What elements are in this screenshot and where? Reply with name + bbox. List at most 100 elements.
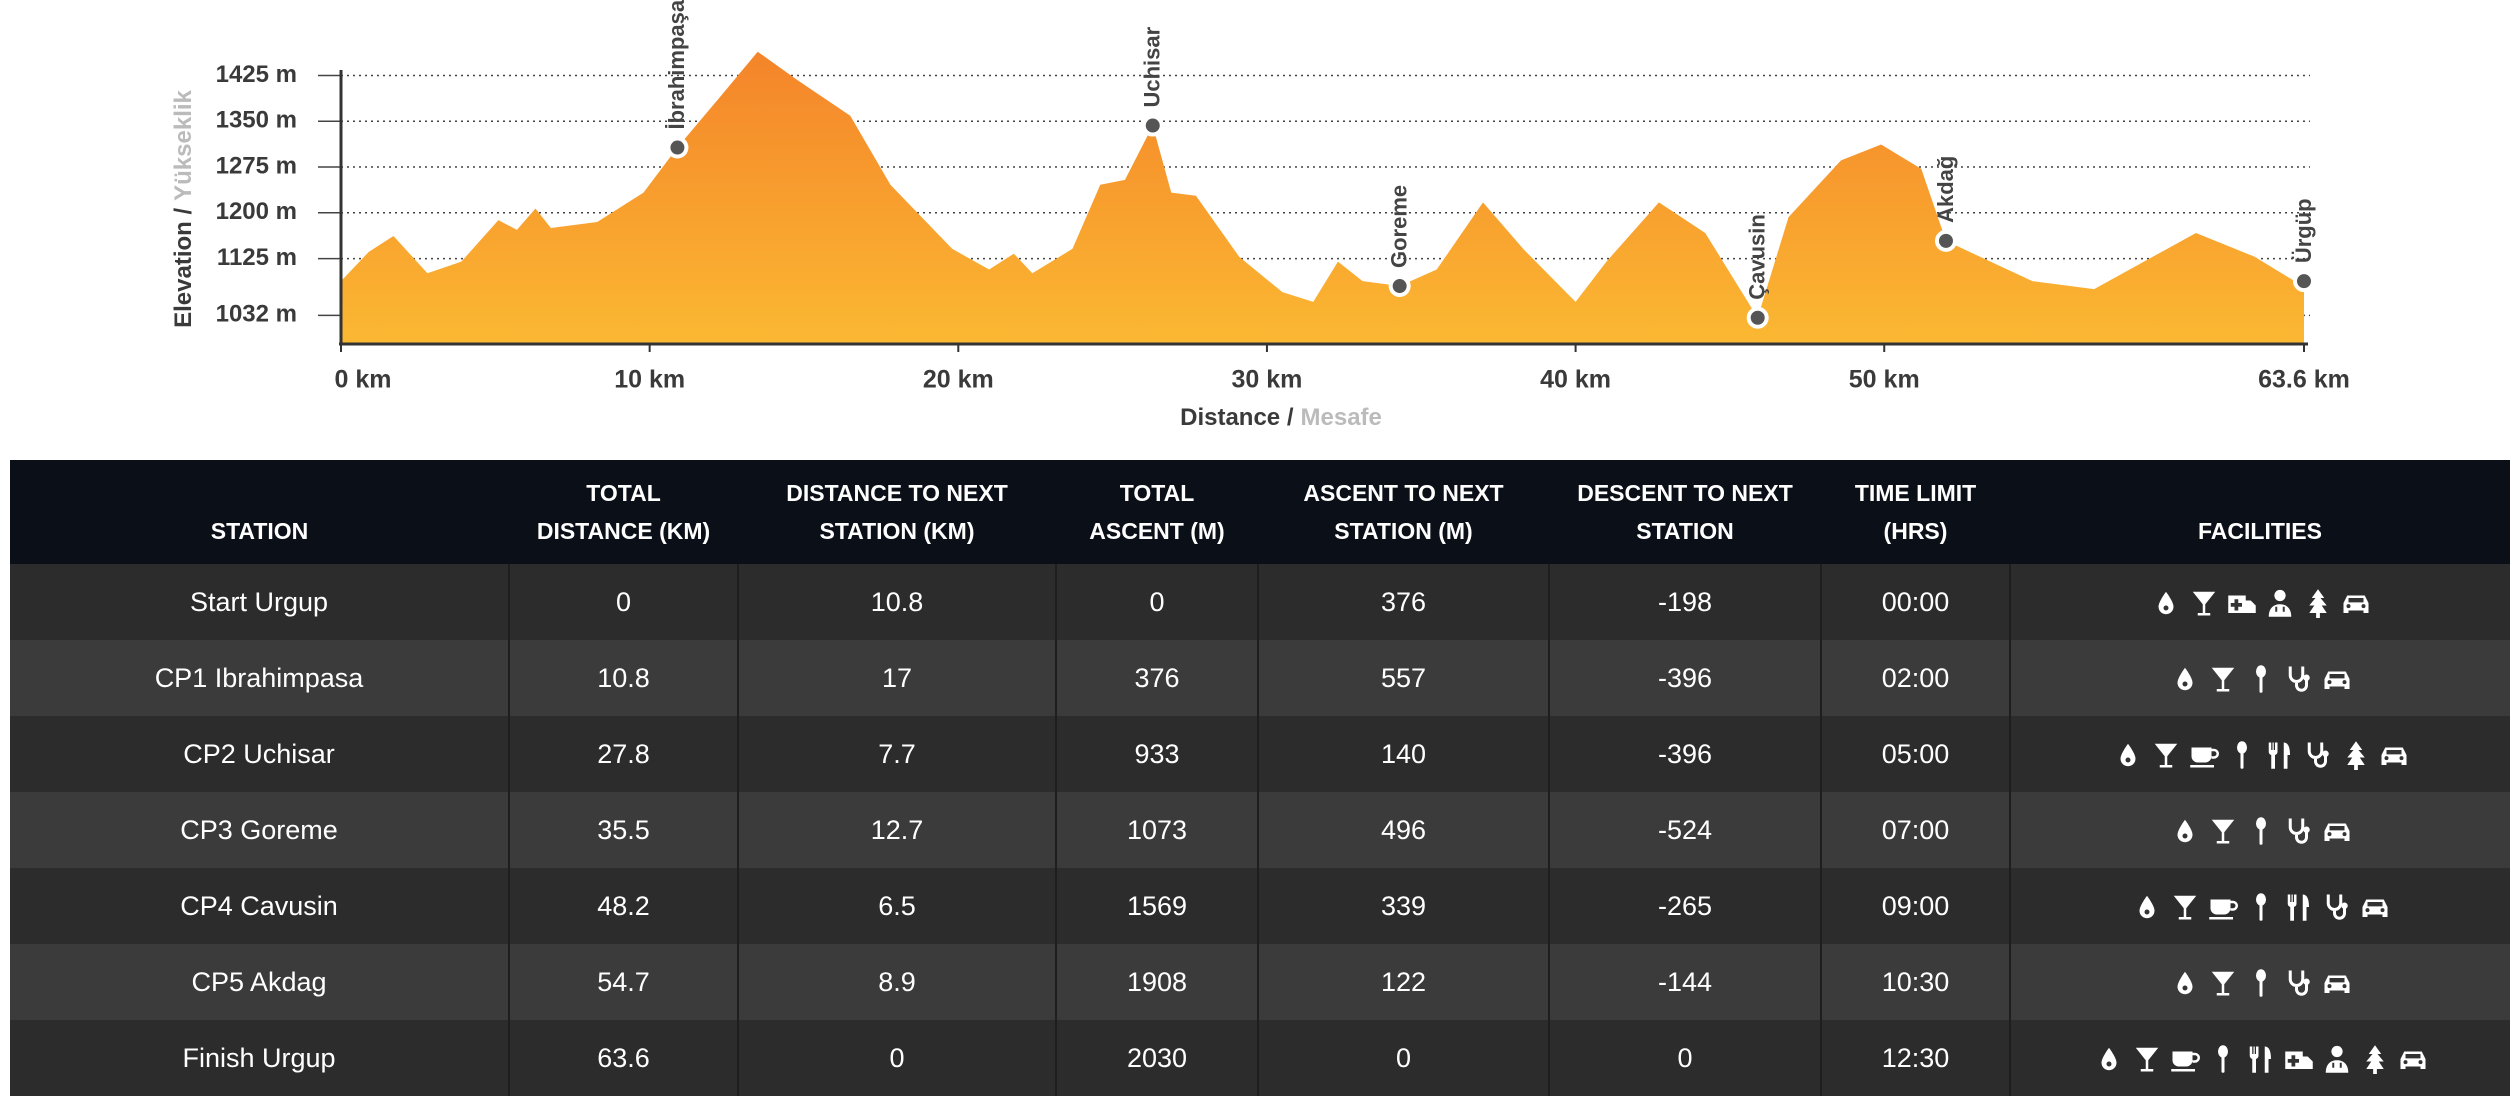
facility-icon [2170, 1044, 2200, 1074]
cell: -524 [1549, 792, 1822, 868]
cell: 10.8 [509, 640, 739, 716]
cell: 10:30 [1821, 944, 2011, 1020]
facility-icon [2170, 664, 2200, 694]
facility-icon [2189, 740, 2219, 770]
station-marker [666, 136, 689, 159]
facilities [2010, 640, 2510, 716]
facilities [2010, 944, 2510, 1020]
table-row: CP3 Goreme 35.5 12.7 1073 496 -524 07:00 [10, 792, 2510, 868]
x-tick-label: 0 km [335, 366, 392, 394]
cell: 0 [509, 564, 739, 640]
facility-icon [2208, 1044, 2238, 1074]
facility-icon [2284, 816, 2314, 846]
y-tick-label: 1350 m [216, 107, 297, 134]
facility-icon [2170, 968, 2200, 998]
column-header: ASCENT TO NEXT STATION (M) [1258, 460, 1549, 564]
cell: 02:00 [1821, 640, 2011, 716]
cell: -396 [1549, 716, 1822, 792]
cell: 933 [1056, 716, 1259, 792]
y-axis-title: Elevation / Yükseklik [170, 89, 197, 327]
cell: 35.5 [509, 792, 739, 868]
facility-icon [2227, 740, 2257, 770]
facilities [2010, 1020, 2510, 1096]
cell: 05:00 [1821, 716, 2011, 792]
cell: 12.7 [738, 792, 1057, 868]
facility-icon [2246, 968, 2276, 998]
station-label: Uchisar [1140, 26, 1165, 107]
station-label: Goreme [1386, 185, 1411, 268]
facility-icon [2227, 588, 2257, 618]
y-tick-label: 1125 m [217, 244, 297, 271]
facility-icon [2322, 664, 2352, 694]
facility-icon [2246, 664, 2276, 694]
facility-icon [2208, 892, 2238, 922]
table-row: CP2 Uchisar 27.8 7.7 933 140 -396 05:00 [10, 716, 2510, 792]
facility-icon [2322, 1044, 2352, 1074]
facility-icon [2170, 892, 2200, 922]
cell: 557 [1258, 640, 1550, 716]
cell: 496 [1258, 792, 1550, 868]
table-row: CP4 Cavusin 48.2 6.5 1569 339 -265 09:00 [10, 868, 2510, 944]
facility-icon [2208, 664, 2238, 694]
station-label: Akdağ [1933, 156, 1958, 223]
x-tick-label: 40 km [1540, 366, 1611, 394]
cell: 122 [1258, 944, 1550, 1020]
elevation-area [341, 51, 2304, 344]
station-marker [1934, 229, 1957, 252]
cell: 07:00 [1821, 792, 2011, 868]
station-name: Finish Urgup [10, 1020, 510, 1096]
facility-icon [2303, 740, 2333, 770]
cell: 339 [1258, 868, 1550, 944]
facility-icon [2284, 892, 2314, 922]
header-text: TOTAL ASCENT (M) [1089, 480, 1225, 544]
y-tick-label: 1275 m [216, 152, 297, 179]
header-text: STATION [210, 518, 309, 544]
facility-icon [2246, 1044, 2276, 1074]
cell: 1569 [1056, 868, 1259, 944]
header-text: DISTANCE TO NEXT STATION (KM) [786, 480, 1008, 544]
station-marker [1746, 306, 1769, 329]
facility-icon [2360, 892, 2390, 922]
column-header: DESCENT TO NEXT STATION [1549, 460, 1821, 564]
header-text: DESCENT TO NEXT STATION [1577, 480, 1793, 544]
x-tick-label: 20 km [923, 366, 994, 394]
header-text: FACILITIES [2198, 518, 2322, 544]
station-name: CP5 Akdag [10, 944, 510, 1020]
x-tick-label: 50 km [1849, 366, 1920, 394]
facility-icon [2132, 1044, 2162, 1074]
facility-icon [2265, 740, 2295, 770]
station-table: STATION TOTAL DISTANCE (KM) DISTANCE TO NE… [10, 460, 2510, 1096]
x-title-alt: Mesafe [1301, 404, 1382, 431]
y-title-alt: Yükseklik [170, 89, 197, 200]
cell: 0 [1056, 564, 1259, 640]
cell: 12:30 [1821, 1020, 2011, 1096]
cell: 0 [1549, 1020, 1822, 1096]
table-row: CP5 Akdag 54.7 8.9 1908 122 -144 10:30 [10, 944, 2510, 1020]
cell: 00:00 [1821, 564, 2011, 640]
station-name: Start Urgup [10, 564, 510, 640]
facilities [2010, 868, 2510, 944]
column-header: TOTAL DISTANCE (KM) [509, 460, 738, 564]
facility-icon [2398, 1044, 2428, 1074]
facility-icon [2284, 1044, 2314, 1074]
facility-icon [2170, 816, 2200, 846]
table-body: Start Urgup 0 10.8 0 376 -198 00:00 CP1 Ibrahim… [10, 564, 2510, 1096]
station-label: Ürgüp [2291, 198, 2316, 263]
cell: 10.8 [738, 564, 1057, 640]
column-header: TOTAL ASCENT (M) [1056, 460, 1258, 564]
facility-icon [2151, 740, 2181, 770]
facility-icon [2303, 588, 2333, 618]
facility-icon [2151, 588, 2181, 618]
cell: -265 [1549, 868, 1822, 944]
cell: 6.5 [738, 868, 1057, 944]
cell: -198 [1549, 564, 1822, 640]
header-text: ASCENT TO NEXT STATION (M) [1303, 480, 1504, 544]
facilities [2010, 564, 2510, 640]
cell: 48.2 [509, 868, 739, 944]
header-text: TOTAL DISTANCE (KM) [536, 480, 711, 544]
y-tick-label: 1425 m [216, 61, 297, 88]
cell: 1073 [1056, 792, 1259, 868]
facility-icon [2284, 664, 2314, 694]
table-row: Start Urgup 0 10.8 0 376 -198 00:00 [10, 564, 2510, 640]
station-name: CP4 Cavusin [10, 868, 510, 944]
